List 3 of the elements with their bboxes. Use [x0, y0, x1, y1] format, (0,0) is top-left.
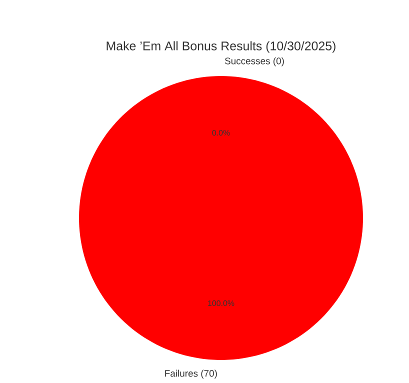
category-label: Successes (0)	[224, 57, 284, 66]
chart-title: Make ’Em All Bonus Results (10/30/2025)	[106, 41, 336, 53]
slice-label: Failures (70)	[165, 370, 217, 379]
